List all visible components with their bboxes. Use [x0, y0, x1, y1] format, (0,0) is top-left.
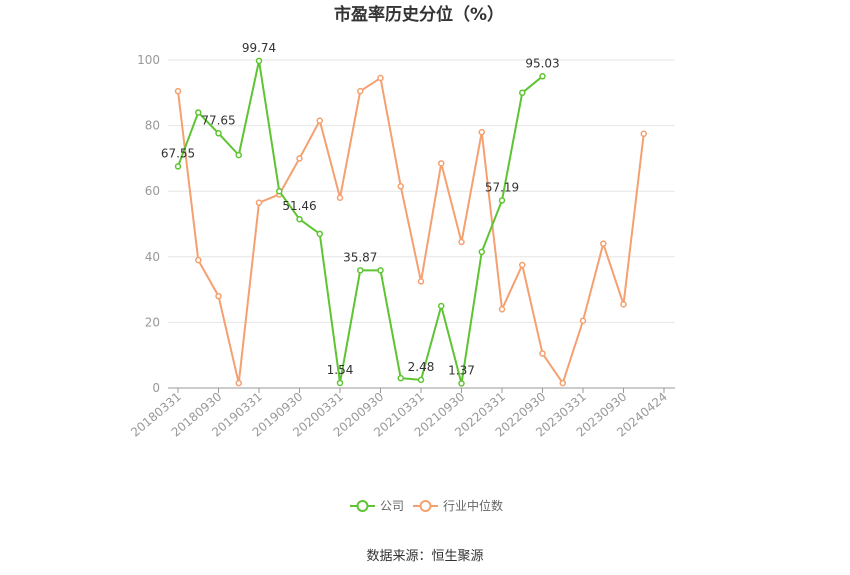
series-layer: [174, 57, 647, 387]
data-point[interactable]: [215, 292, 222, 300]
legend-company[interactable]: 公司: [350, 499, 404, 513]
data-point[interactable]: [417, 278, 425, 285]
data-point[interactable]: [458, 380, 465, 387]
data-point[interactable]: [519, 89, 526, 97]
data-point[interactable]: [357, 267, 364, 274]
data-point[interactable]: [174, 87, 182, 95]
data-point[interactable]: [377, 267, 384, 274]
data-label: 57.19: [485, 180, 519, 194]
data-point[interactable]: [377, 74, 384, 82]
data-point[interactable]: [640, 130, 647, 138]
data-source: 数据来源：恒生聚源: [366, 549, 483, 564]
series-line: [177, 77, 645, 385]
data-point[interactable]: [336, 379, 344, 387]
data-point[interactable]: [195, 256, 202, 264]
data-point[interactable]: [255, 199, 263, 206]
data-point[interactable]: [438, 302, 445, 310]
data-label: 95.03: [525, 56, 559, 70]
y-tick-label: 40: [145, 250, 160, 264]
data-point[interactable]: [296, 155, 303, 162]
data-point[interactable]: [478, 128, 485, 136]
data-point[interactable]: [276, 187, 283, 195]
data-point[interactable]: [478, 248, 485, 256]
legend-label: 公司: [380, 499, 404, 513]
chart-title: 市盈率历史分位（%）: [334, 4, 504, 25]
data-point[interactable]: [235, 151, 242, 159]
legend-label: 行业中位数: [443, 498, 503, 513]
axes: 0204060801002018033120180930201903312019…: [128, 53, 675, 440]
legend[interactable]: 公司 行业中位数: [350, 498, 503, 513]
data-label: 2.48: [408, 360, 435, 374]
data-point[interactable]: [316, 230, 323, 238]
y-tick-label: 20: [145, 315, 160, 329]
data-point[interactable]: [357, 87, 364, 95]
data-label: 1.37: [448, 364, 475, 378]
data-label: 77.65: [201, 113, 235, 127]
data-point[interactable]: [397, 183, 404, 190]
data-point[interactable]: [498, 197, 506, 204]
data-point[interactable]: [255, 57, 263, 65]
legend-marker: [356, 500, 369, 512]
series-company: [174, 57, 546, 387]
data-point[interactable]: [316, 117, 323, 124]
series-line: [177, 59, 544, 385]
data-point[interactable]: [397, 374, 404, 382]
data-labels: 67.55 77.65 99.74 51.46 1.54 35.87 2.48 1.37 57.…: [161, 41, 560, 378]
data-point[interactable]: [215, 130, 222, 137]
data-point[interactable]: [620, 301, 627, 308]
data-point[interactable]: [539, 350, 546, 357]
data-point[interactable]: [296, 215, 303, 223]
y-tick-label: 60: [145, 184, 160, 198]
y-tick-label: 100: [137, 53, 160, 67]
data-point[interactable]: [600, 240, 607, 247]
data-label: 99.74: [242, 41, 276, 55]
data-point[interactable]: [579, 317, 587, 325]
data-point[interactable]: [498, 306, 506, 313]
legend-industry-median[interactable]: 行业中位数: [413, 498, 503, 513]
data-label: 1.54: [327, 363, 354, 377]
data-point[interactable]: [235, 379, 242, 387]
data-point[interactable]: [336, 194, 344, 202]
y-tick-label: 80: [145, 119, 160, 133]
data-point[interactable]: [417, 376, 425, 384]
data-point[interactable]: [559, 379, 566, 387]
data-point[interactable]: [458, 238, 465, 246]
data-point[interactable]: [174, 163, 182, 170]
data-label: 51.46: [282, 199, 316, 213]
data-point[interactable]: [195, 109, 202, 116]
legend-marker: [419, 500, 432, 512]
y-tick-label: 0: [152, 381, 160, 395]
data-point[interactable]: [438, 160, 445, 167]
data-label: 35.87: [343, 250, 377, 264]
data-point[interactable]: [539, 73, 546, 80]
data-point[interactable]: [519, 261, 526, 269]
data-label: 67.55: [161, 146, 195, 160]
